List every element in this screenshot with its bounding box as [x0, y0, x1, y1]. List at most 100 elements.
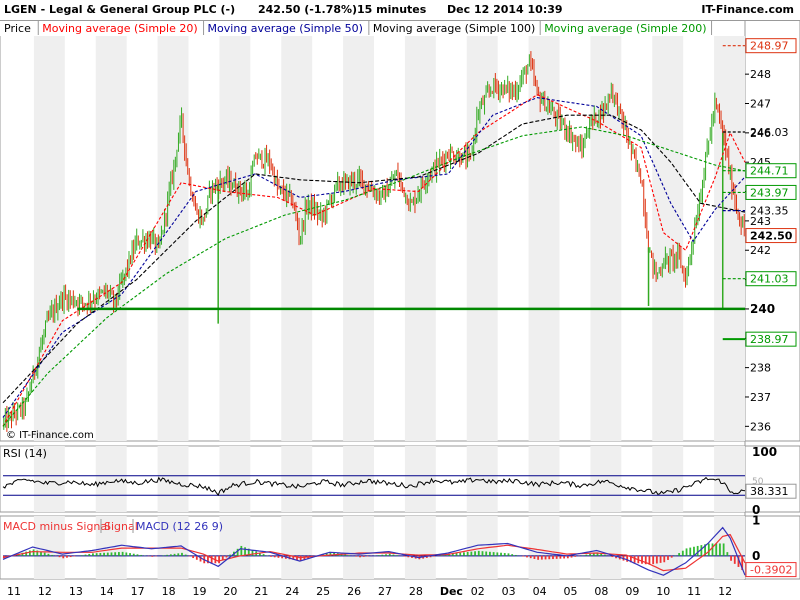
x-tick-label: 28: [409, 585, 423, 598]
price-label: 244.71: [750, 165, 789, 178]
macd-hist-bar: [366, 555, 369, 557]
macd-hist-bar: [648, 555, 651, 565]
macd-hist-bar: [681, 550, 684, 556]
macd-hist-bar: [555, 555, 558, 559]
macd-hist-bar: [707, 543, 710, 556]
macd-hist-bar: [28, 550, 31, 556]
macd-hist-bar: [385, 554, 387, 556]
macd-hist-bar: [633, 555, 636, 563]
macd-hist-bar: [526, 555, 528, 558]
brand-label: IT-Finance.com: [701, 3, 794, 16]
macd-hist-bar: [299, 555, 302, 561]
macd-hist-bar: [273, 555, 276, 558]
series-ma200: [2, 126, 746, 427]
macd-hist-bar: [69, 555, 72, 558]
quote-value: 242.50 (-1.78%): [258, 3, 358, 16]
macd-hist-bar: [348, 555, 350, 556]
day-shade: [466, 36, 498, 441]
macd-hist-bar: [73, 555, 76, 557]
macd-hist-bar: [403, 555, 406, 557]
macd-hist-bar: [496, 552, 499, 556]
macd-hist-bar: [296, 555, 298, 561]
macd-hist-bar: [477, 550, 480, 556]
price-label: 241.03: [750, 273, 789, 286]
price-label-box: [745, 331, 797, 347]
y-tick-label: 243: [750, 215, 771, 228]
macd-hist-bar: [110, 552, 113, 556]
x-tick-label: 25: [316, 585, 330, 598]
day-shade: [714, 516, 745, 579]
x-tick-label: 05: [564, 585, 578, 598]
macd-hist-bar: [629, 555, 632, 563]
macd-hist-bar: [181, 552, 183, 556]
x-tick-label: 03: [502, 585, 516, 598]
macd-hist-bar: [199, 555, 202, 562]
day-shade: [590, 516, 622, 579]
macd-hist-bar: [192, 555, 195, 559]
macd-hist-bar: [21, 552, 24, 556]
macd-hist-bar: [574, 555, 577, 557]
macd-tick-0: 0: [752, 549, 760, 563]
macd-hist-bar: [151, 555, 154, 557]
macd-hist-bar: [381, 554, 384, 556]
x-tick-label: 17: [131, 585, 145, 598]
y-tick-label: 238: [750, 362, 771, 375]
macd-hist-bar: [507, 553, 510, 556]
macd-hist-bar: [292, 555, 295, 560]
macd-hist-bar: [652, 555, 655, 565]
day-shade: [343, 36, 374, 441]
macd-hist-bar: [221, 555, 224, 561]
x-tick-label: 20: [223, 585, 237, 598]
x-tick-label: 09: [625, 585, 639, 598]
macd-line: [2, 526, 746, 576]
price-label-box: [745, 163, 797, 179]
macd-hist-bar: [247, 548, 250, 556]
x-tick-label: 18: [162, 585, 176, 598]
macd-legend-macd: MACD (12 26 9): [136, 520, 223, 533]
price-label-box: [745, 184, 797, 200]
macd-hist-bar: [184, 554, 187, 556]
macd-legend-signal: Signal: [104, 520, 138, 533]
macd-hist-bar: [58, 555, 61, 558]
macd-hist-bar: [322, 554, 324, 556]
header-bar: LGEN - Legal & General Group PLC (-) 242…: [0, 0, 800, 21]
macd-hist-bar: [600, 553, 603, 556]
macd-hist-bar: [596, 552, 599, 556]
macd-hist-bar: [585, 554, 588, 556]
macd-hist-bar: [344, 554, 347, 556]
day-shade: [343, 516, 374, 579]
day-shade: [466, 446, 498, 512]
macd-hist-bar: [503, 553, 506, 556]
x-tick-label: 24: [285, 585, 299, 598]
price-label: 248.97: [750, 40, 789, 53]
macd-hist-bar: [489, 551, 491, 556]
macd-hist-bar: [741, 555, 744, 571]
macd-hist-bar: [281, 555, 284, 559]
x-tick-label: 11: [7, 585, 21, 598]
macd-hist-bar: [43, 552, 46, 556]
rsi-title: RSI (14): [3, 447, 47, 460]
macd-hist-bar: [455, 553, 458, 556]
macd-value-box: [745, 562, 797, 578]
day-shade: [281, 516, 313, 579]
macd-hist-bar: [136, 554, 139, 556]
day-shade: [95, 36, 127, 441]
day-shade: [528, 446, 560, 512]
price-label-box: [745, 38, 797, 54]
macd-hist-bar: [340, 553, 343, 556]
macd-hist-bar: [711, 543, 714, 556]
macd-hist-bar: [451, 553, 454, 556]
macd-hist-bar: [730, 555, 732, 561]
rsi-tick-0: 0: [752, 503, 760, 517]
legend-entry-ma200: Moving average (Simple 200): [544, 22, 706, 35]
price-label: 243.35: [750, 205, 789, 218]
macd-hist-bar: [32, 549, 35, 556]
x-tick-label: 11: [687, 585, 701, 598]
datetime-label: Dec 12 2014 10:39: [447, 3, 563, 16]
macd-hist-bar: [207, 555, 209, 564]
macd-hist-bar: [240, 545, 243, 556]
day-shade: [219, 446, 251, 512]
price-label-box: [745, 271, 797, 287]
macd-hist-bar: [611, 555, 614, 558]
